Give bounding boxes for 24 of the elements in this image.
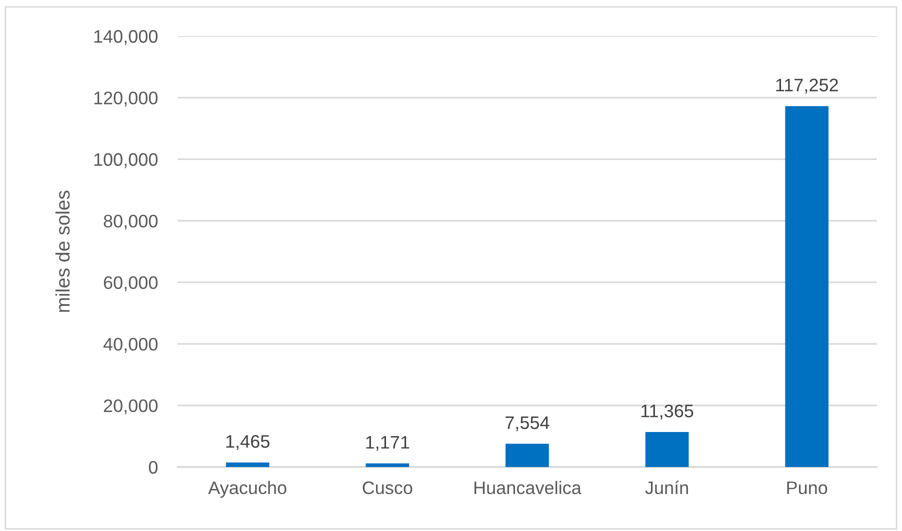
- x-tick-label: Ayacucho: [208, 480, 286, 498]
- y-tick-label: 140,000: [94, 30, 158, 45]
- data-label: 1,465: [226, 435, 270, 450]
- x-tick-label: Junín: [645, 480, 688, 494]
- bar: [785, 106, 829, 468]
- data-label: 11,365: [641, 404, 694, 420]
- bar: [645, 432, 689, 468]
- y-tick-label: 20,000: [104, 399, 158, 414]
- y-tick-label: 80,000: [104, 214, 158, 230]
- data-label: 7,554: [506, 416, 550, 432]
- x-tick-label: Cusco: [362, 481, 412, 494]
- y-tick-label: 0: [148, 460, 158, 474]
- data-label: 1,171: [366, 436, 410, 451]
- y-tick-label: 120,000: [94, 92, 158, 107]
- data-label: 117,252: [776, 78, 838, 94]
- x-tick-label: Puno: [787, 482, 828, 494]
- y-axis-title: miles de soles: [55, 190, 70, 312]
- bar: [506, 444, 549, 468]
- x-tick-label: Huancavelica: [474, 480, 582, 494]
- y-tick-label: 60,000: [104, 276, 158, 292]
- bar: [366, 463, 410, 468]
- y-tick-label: 100,000: [94, 153, 158, 168]
- y-tick-label: 40,000: [103, 338, 158, 353]
- bar: [226, 462, 270, 468]
